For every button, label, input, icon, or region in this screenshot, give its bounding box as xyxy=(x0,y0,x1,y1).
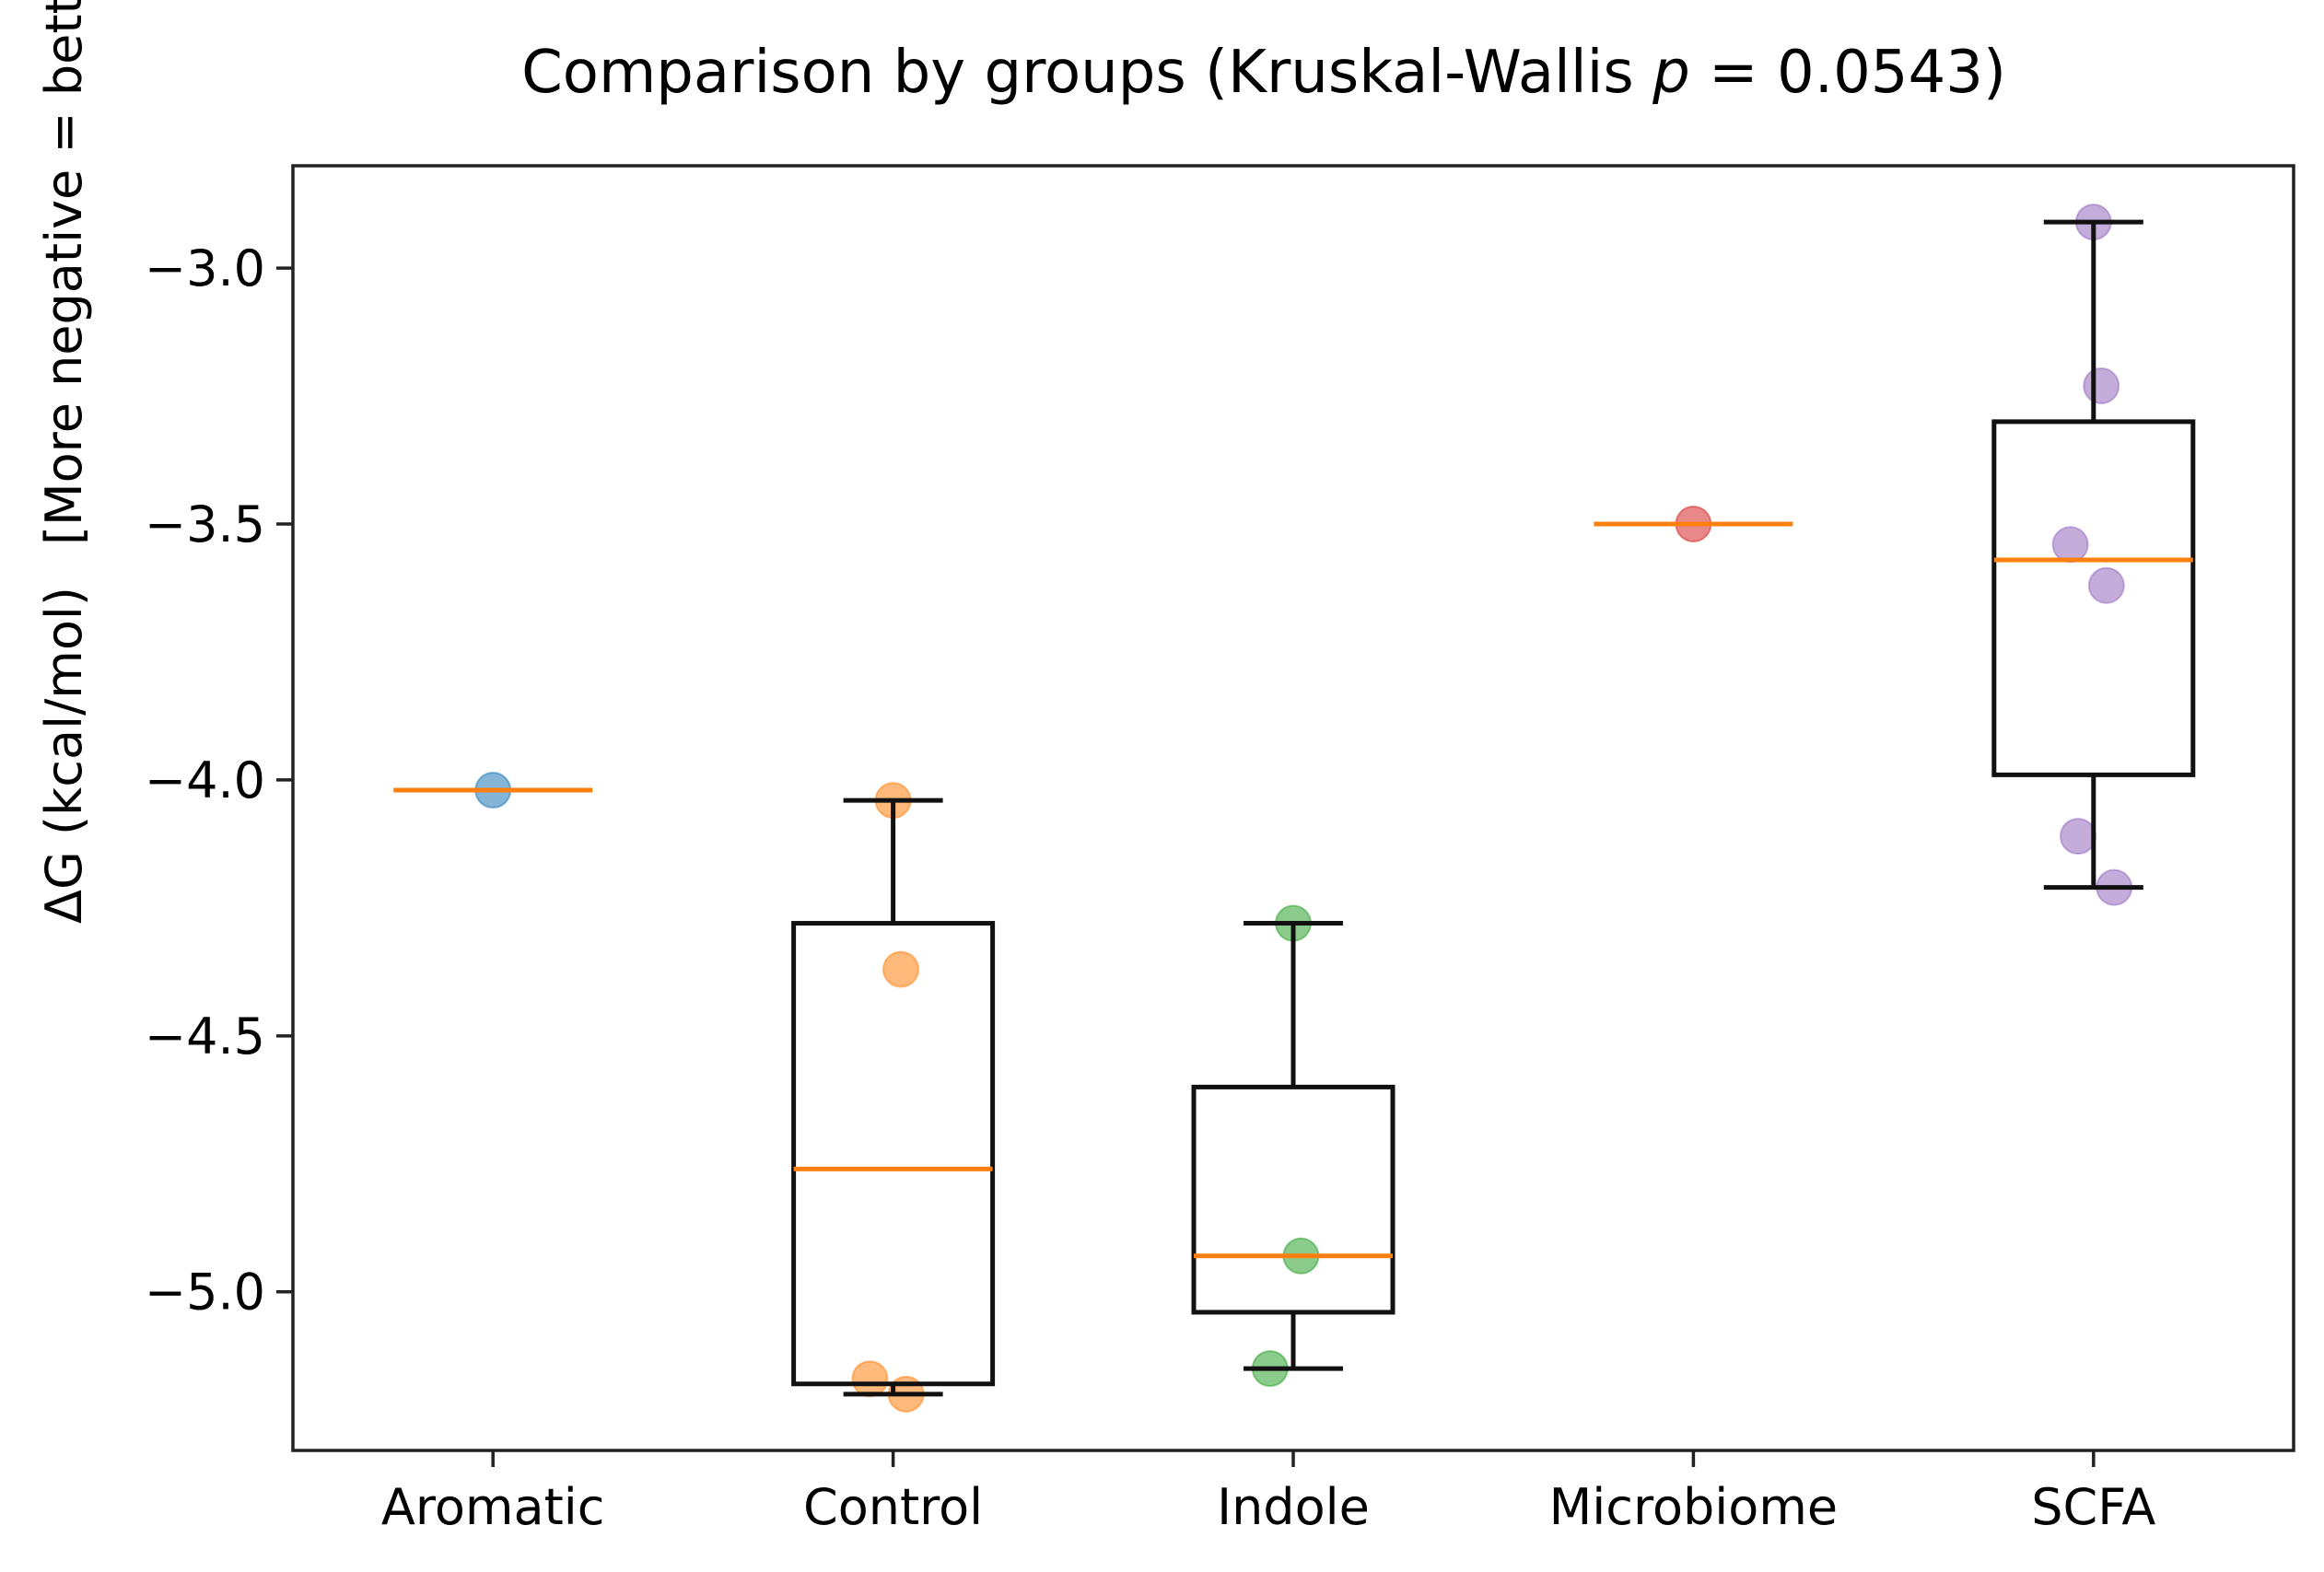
chart-title-p: p xyxy=(1652,39,1690,107)
chart-title-prefix: Comparison by groups (Kruskal-Wallis xyxy=(521,39,1652,107)
x-tick-label: Aromatic xyxy=(381,1478,605,1536)
iqr-box xyxy=(1191,1084,1396,1315)
data-point xyxy=(851,1360,889,1398)
box-group-microbiome xyxy=(1594,506,1793,543)
box-group-aromatic xyxy=(393,772,593,809)
axis-ticks: −3.0 −3.5 −4.0 −4.5 −5.0 Aromatic Control Indol… xyxy=(145,239,2155,1536)
chart-title: Comparison by groups (Kruskal-Wallis p =… xyxy=(521,39,2006,107)
x-tick-label: Indole xyxy=(1217,1478,1370,1536)
data-point xyxy=(2051,526,2089,564)
data-point xyxy=(2083,367,2120,404)
y-tick-label: −3.5 xyxy=(145,495,265,553)
box-group-scfa xyxy=(1991,204,2196,906)
iqr-box xyxy=(791,921,996,1387)
y-axis-label: ΔG (kcal/mol) [More negative = better] xyxy=(35,0,93,924)
x-tick-label: Microbiome xyxy=(1549,1478,1838,1536)
y-axis-label-main: ΔG (kcal/mol) xyxy=(35,587,93,924)
y-tick-label: −3.0 xyxy=(145,239,265,297)
data-point xyxy=(2087,566,2125,604)
chart-title-suffix: = 0.0543) xyxy=(1690,39,2006,107)
iqr-box xyxy=(1991,419,2196,777)
data-point xyxy=(2060,818,2096,856)
x-tick-label: Control xyxy=(803,1478,983,1536)
svg-text:ΔG (kcal/mol)[More negative =: ΔG (kcal/mol) [More negative = better] xyxy=(35,0,93,924)
y-tick-label: −5.0 xyxy=(145,1263,265,1322)
box-group-control xyxy=(791,782,996,1413)
y-tick-label: −4.0 xyxy=(145,751,265,809)
plot-area xyxy=(393,204,2196,1413)
data-point xyxy=(882,950,919,988)
x-tick-label: SCFA xyxy=(2031,1478,2155,1536)
box-group-indole xyxy=(1191,904,1396,1388)
y-tick-label: −4.5 xyxy=(145,1007,265,1065)
y-axis-label-note: [More negative = better] xyxy=(35,0,93,545)
